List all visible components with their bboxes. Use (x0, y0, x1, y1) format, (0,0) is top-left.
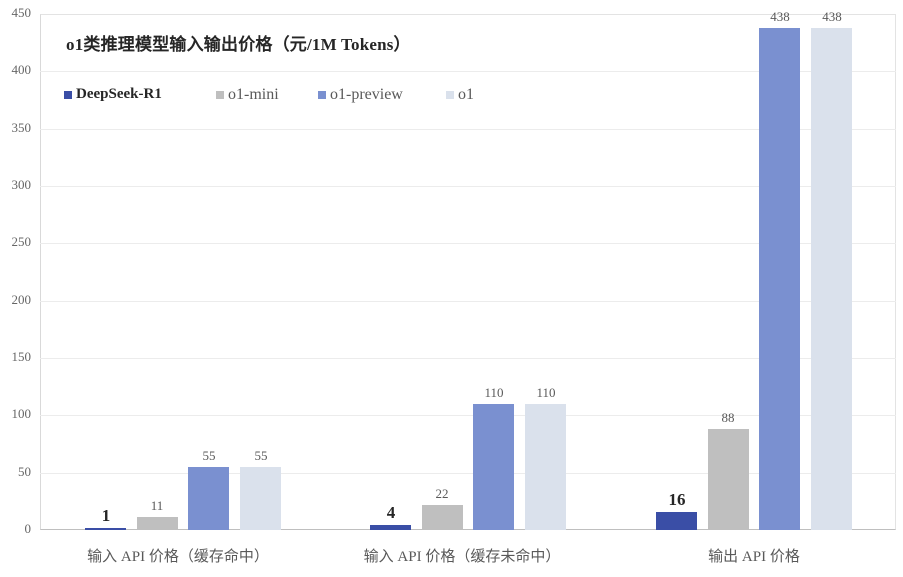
data-label: 55 (254, 448, 268, 463)
y-tick-label: 50 (18, 464, 31, 479)
gridline (40, 71, 896, 72)
bar-o1-0[interactable] (240, 467, 281, 530)
category-label-output: 输出 API 价格 (708, 549, 800, 565)
y-tick-label: 300 (11, 177, 32, 192)
bar-deepseek-r1-2[interactable] (656, 512, 697, 530)
data-label: 11 (150, 498, 164, 513)
category-label-cache-miss: 输入 API 价格（缓存未命中） (363, 549, 561, 565)
legend-item-o1-preview[interactable]: o1-preview (318, 86, 403, 104)
data-label: 55 (202, 448, 216, 463)
category-label-cache-hit: 输入 API 价格（缓存命中） (87, 549, 269, 565)
legend-item-o1[interactable]: o1 (446, 86, 474, 104)
bar-deepseek-r1-0[interactable] (85, 528, 126, 530)
gridline (40, 415, 896, 416)
data-label: 22 (435, 486, 449, 501)
bar-o1-mini-1[interactable] (422, 505, 463, 530)
legend-swatch-icon (216, 91, 224, 99)
y-tick-label: 150 (11, 349, 32, 364)
gridline (40, 129, 896, 130)
data-label: 110 (484, 385, 504, 400)
data-label: 438 (770, 9, 790, 24)
bar-o1-mini-2[interactable] (708, 429, 749, 530)
gridline (40, 243, 896, 244)
y-tick-label: 0 (24, 521, 32, 536)
bar-o1-preview-1[interactable] (473, 404, 514, 530)
gridline (40, 186, 896, 187)
legend-swatch-icon (64, 90, 72, 99)
legend-item-deepseek-r1[interactable]: DeepSeek-R1 (64, 86, 162, 103)
data-label: 88 (721, 410, 735, 425)
gridline (40, 358, 896, 359)
bar-deepseek-r1-1[interactable] (370, 525, 411, 530)
y-tick-label: 250 (11, 234, 32, 249)
bar-o1-2[interactable] (811, 28, 852, 530)
data-label: 4 (386, 503, 396, 522)
legend-swatch-icon (446, 91, 454, 99)
data-label: 110 (536, 385, 556, 400)
bar-o1-preview-0[interactable] (188, 467, 229, 530)
y-tick-label: 200 (11, 292, 32, 307)
data-label: 438 (822, 9, 842, 24)
bar-o1-preview-2[interactable] (759, 28, 800, 530)
data-label: 16 (668, 490, 686, 509)
y-tick-label: 350 (11, 120, 32, 135)
y-tick-label: 450 (11, 5, 32, 20)
bar-o1-mini-0[interactable] (137, 517, 178, 530)
y-tick-label: 100 (11, 406, 32, 421)
bar-o1-1[interactable] (525, 404, 566, 530)
gridline (40, 301, 896, 302)
legend-swatch-icon (318, 91, 326, 99)
legend-item-o1-mini[interactable]: o1-mini (216, 86, 279, 104)
plot-area (40, 14, 896, 530)
y-tick-label: 400 (11, 62, 32, 77)
chart-title: o1类推理模型输入输出价格（元/1M Tokens） (66, 35, 411, 54)
gridline (40, 473, 896, 474)
data-label: 1 (101, 506, 111, 525)
